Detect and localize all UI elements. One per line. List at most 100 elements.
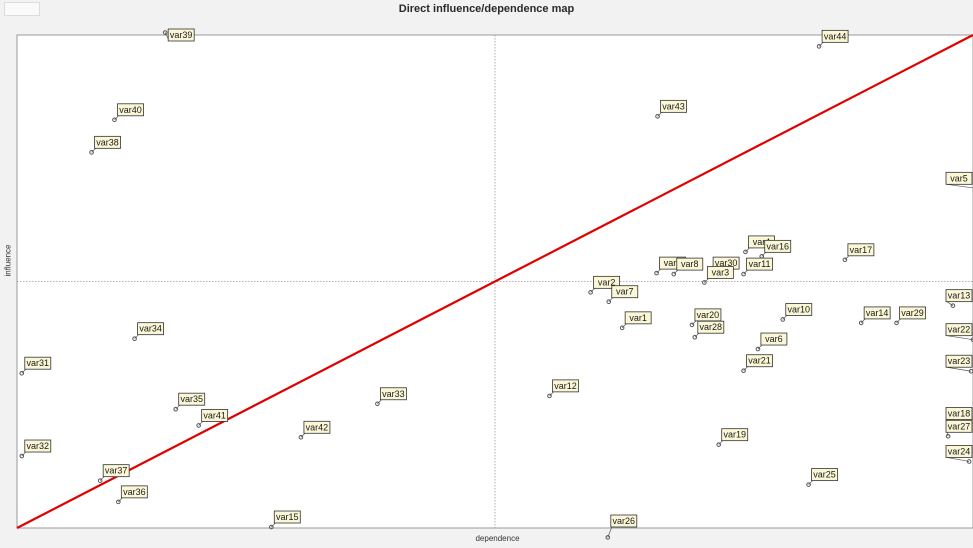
point-var6[interactable]: var6 xyxy=(755,332,788,352)
point-label: var35 xyxy=(180,394,203,404)
point-marker xyxy=(375,401,380,407)
point-var44[interactable]: var44 xyxy=(816,29,849,49)
point-var1[interactable]: var1 xyxy=(619,311,652,331)
point-var23[interactable]: var23 xyxy=(945,354,973,374)
point-label: var19 xyxy=(723,430,746,440)
point-var36[interactable]: var36 xyxy=(116,485,148,505)
point-var14[interactable]: var14 xyxy=(858,306,891,326)
point-var12[interactable]: var12 xyxy=(547,379,579,399)
point-marker xyxy=(655,114,660,119)
point-leader xyxy=(590,288,595,293)
point-var24[interactable]: var24 xyxy=(945,445,973,464)
point-leader xyxy=(704,278,709,283)
point-var7[interactable]: var7 xyxy=(606,285,639,305)
point-label-box xyxy=(676,257,704,271)
point-marker xyxy=(950,303,956,308)
point-label-box xyxy=(120,485,148,499)
point-var29[interactable]: var29 xyxy=(894,306,926,326)
point-var31[interactable]: var31 xyxy=(19,356,52,376)
point-var11[interactable]: var11 xyxy=(741,257,773,277)
point-var5[interactable]: var5 xyxy=(945,171,973,190)
point-label: var43 xyxy=(662,101,685,111)
point-marker xyxy=(89,150,94,155)
point-label-box xyxy=(117,103,144,117)
point-label-box xyxy=(785,303,813,316)
point-var17[interactable]: var17 xyxy=(842,243,875,263)
point-leader xyxy=(743,269,748,275)
point-var32[interactable]: var32 xyxy=(19,439,52,459)
point-label-box xyxy=(137,322,164,336)
point-label-box xyxy=(945,407,973,420)
point-label-box xyxy=(24,356,52,370)
point-label: var17 xyxy=(850,245,873,255)
point-label: var44 xyxy=(824,31,847,41)
point-label: var20 xyxy=(697,310,720,320)
point-var8[interactable]: var8 xyxy=(671,257,704,277)
point-marker xyxy=(858,320,864,326)
point-label: var3 xyxy=(712,267,730,277)
point-marker xyxy=(97,478,103,483)
point-marker xyxy=(806,482,811,487)
point-var40[interactable]: var40 xyxy=(112,103,144,123)
point-var13[interactable]: var13 xyxy=(945,289,973,308)
point-label: var15 xyxy=(276,512,299,522)
point-leader xyxy=(694,332,700,338)
point-label-box xyxy=(273,510,301,524)
point-label: var23 xyxy=(948,356,971,366)
point-var39[interactable]: var39 xyxy=(162,28,195,42)
diagonal-layer xyxy=(16,34,973,529)
y-axis-label: influence xyxy=(3,244,13,277)
point-var38[interactable]: var38 xyxy=(89,135,121,155)
point-var35[interactable]: var35 xyxy=(173,392,206,412)
point-var27[interactable]: var27 xyxy=(945,419,973,439)
point-var43[interactable]: var43 xyxy=(655,99,687,119)
point-label-box xyxy=(945,445,973,458)
point-marker xyxy=(547,393,552,399)
point-var41[interactable]: var41 xyxy=(196,409,229,428)
point-marker xyxy=(671,271,677,277)
points-layer: var39 var40 var38 var44 var43 var5 var4 var17 va… xyxy=(19,28,973,540)
point-var28[interactable]: var28 xyxy=(692,320,725,340)
point-label-box xyxy=(610,514,638,528)
point-var3[interactable]: var3 xyxy=(702,266,734,285)
point-marker xyxy=(173,406,178,412)
point-marker xyxy=(162,30,168,35)
point-leader xyxy=(757,344,763,350)
point-leader xyxy=(691,320,697,326)
point-label-box xyxy=(847,243,875,257)
point-label: var4 xyxy=(753,237,771,247)
point-var33[interactable]: var33 xyxy=(375,387,407,407)
point-var26[interactable]: var26 xyxy=(605,514,638,540)
point-leader xyxy=(782,315,788,320)
point-label: var21 xyxy=(748,356,771,366)
point-marker xyxy=(816,44,822,49)
point-leader xyxy=(946,335,973,341)
window-corner-tab[interactable] xyxy=(4,2,40,16)
point-var15[interactable]: var15 xyxy=(268,510,301,530)
point-var19[interactable]: var19 xyxy=(716,428,749,447)
point-label: var1 xyxy=(629,313,647,323)
point-marker xyxy=(741,368,746,374)
point-var25[interactable]: var25 xyxy=(806,468,838,487)
point-leader xyxy=(743,366,748,371)
point-var10[interactable]: var10 xyxy=(780,303,813,322)
point-label: var2 xyxy=(598,277,616,287)
point-var34[interactable]: var34 xyxy=(132,322,164,341)
point-label-box xyxy=(697,320,725,334)
point-var16[interactable]: var16 xyxy=(759,239,792,259)
point-var42[interactable]: var42 xyxy=(298,420,331,440)
point-marker xyxy=(116,499,121,505)
point-marker xyxy=(842,257,848,263)
point-label-box xyxy=(552,379,579,393)
point-label-box xyxy=(624,311,652,325)
point-label: var33 xyxy=(382,389,405,399)
point-leader xyxy=(608,297,614,302)
point-var37[interactable]: var37 xyxy=(97,464,130,483)
point-label: var5 xyxy=(950,173,968,183)
point-var22[interactable]: var22 xyxy=(945,323,973,342)
point-var21[interactable]: var21 xyxy=(741,354,773,374)
point-label-box xyxy=(863,306,891,320)
point-label-box xyxy=(945,171,973,185)
point-marker xyxy=(605,535,611,540)
point-label: var22 xyxy=(948,325,971,335)
